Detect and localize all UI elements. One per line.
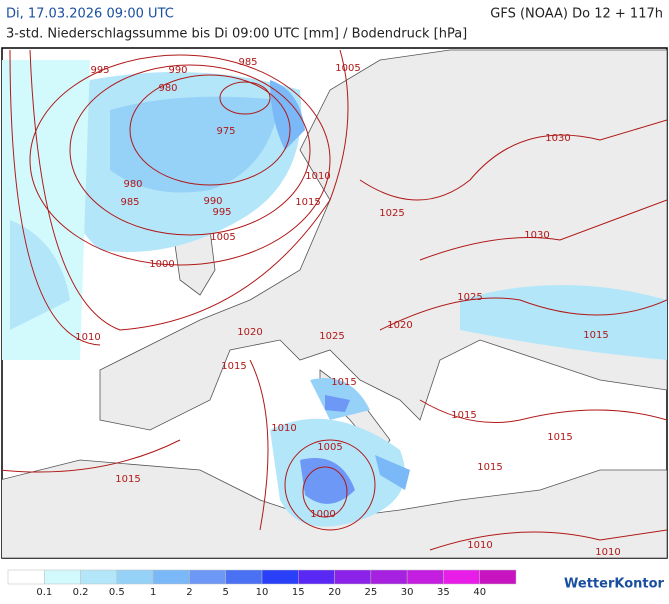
legend-swatch xyxy=(189,569,226,585)
isobars xyxy=(2,49,667,551)
legend-label: 20 xyxy=(328,587,341,598)
legend-label: 0.2 xyxy=(73,587,89,598)
legend-swatch xyxy=(7,569,45,585)
isobar-label: 1015 xyxy=(221,361,246,372)
legend-swatch xyxy=(334,569,372,585)
isobar-label: 975 xyxy=(216,126,235,137)
legend-label: 0.1 xyxy=(36,587,52,598)
isobar-label: 985 xyxy=(238,57,257,68)
legend-swatch xyxy=(406,569,444,585)
isobar-label: 1015 xyxy=(115,474,140,485)
legend-label: 30 xyxy=(401,587,414,598)
legend-swatch xyxy=(44,569,81,585)
legend-label: 1 xyxy=(150,587,156,598)
isobar-label: 1015 xyxy=(331,377,356,388)
logo: WetterKontor xyxy=(564,577,665,592)
legend-label: 2 xyxy=(186,587,192,598)
legend-swatch xyxy=(80,569,118,585)
isobar-label: 1015 xyxy=(295,197,320,208)
isobar-label: 1015 xyxy=(451,410,476,421)
isobar-label: 1015 xyxy=(547,432,572,443)
isobar-label: 1010 xyxy=(467,540,492,551)
isobar-label: 995 xyxy=(212,207,231,218)
isobar-label: 985 xyxy=(120,197,139,208)
legend-label: 40 xyxy=(473,587,486,598)
isobar-label: 980 xyxy=(123,179,142,190)
isobar-label: 1010 xyxy=(595,547,620,558)
legend-swatch xyxy=(225,569,263,585)
header-right: GFS (NOAA) Do 12 + 117h xyxy=(490,7,663,22)
header-left: Di, 17.03.2026 09:00 UTC xyxy=(6,7,174,22)
isobar-label: 1010 xyxy=(271,423,296,434)
legend-label: 25 xyxy=(364,587,377,598)
isobar-label: 1005 xyxy=(335,63,360,74)
isobar-label: 1025 xyxy=(457,292,482,303)
legend-swatch xyxy=(298,569,335,585)
isobar-label: 1015 xyxy=(477,462,502,473)
isobar-label: 1025 xyxy=(319,331,344,342)
legend-label: 10 xyxy=(256,587,269,598)
isobar-label: 980 xyxy=(158,83,177,94)
legend-swatch xyxy=(479,569,517,585)
legend-swatch xyxy=(370,569,408,585)
isobar-label: 1025 xyxy=(379,208,404,219)
isobar-label: 1020 xyxy=(387,320,412,331)
legend-label: 0.5 xyxy=(109,587,125,598)
isobar-label: 990 xyxy=(203,196,222,207)
isobar-label: 1030 xyxy=(524,230,549,241)
isobar-label: 1005 xyxy=(210,232,235,243)
isobar-label: 990 xyxy=(168,65,187,76)
legend-swatch xyxy=(152,569,190,585)
legend: 0.1 0.2 0.5 1 2 5 10 15 20 25 30 35 40 xyxy=(7,569,517,598)
legend-swatch xyxy=(116,569,154,585)
legend-swatch xyxy=(261,569,299,585)
isobar-label: 1030 xyxy=(545,133,570,144)
isobar-label: 995 xyxy=(90,65,109,76)
isobar-label: 1015 xyxy=(583,330,608,341)
isobar-label: 1020 xyxy=(237,327,262,338)
isobar-label: 1010 xyxy=(305,171,330,182)
isobar-label: 1010 xyxy=(75,332,100,343)
isobar-label: 1005 xyxy=(317,442,342,453)
isobar-label: 1000 xyxy=(149,259,174,270)
legend-label: 35 xyxy=(437,587,450,598)
subtitle: 3-std. Niederschlagssumme bis Di 09:00 U… xyxy=(6,27,467,42)
isobar-label: 1000 xyxy=(310,509,335,520)
legend-label: 15 xyxy=(292,587,305,598)
legend-label: 5 xyxy=(223,587,229,598)
legend-swatch xyxy=(443,569,480,585)
precipitation xyxy=(2,60,667,527)
